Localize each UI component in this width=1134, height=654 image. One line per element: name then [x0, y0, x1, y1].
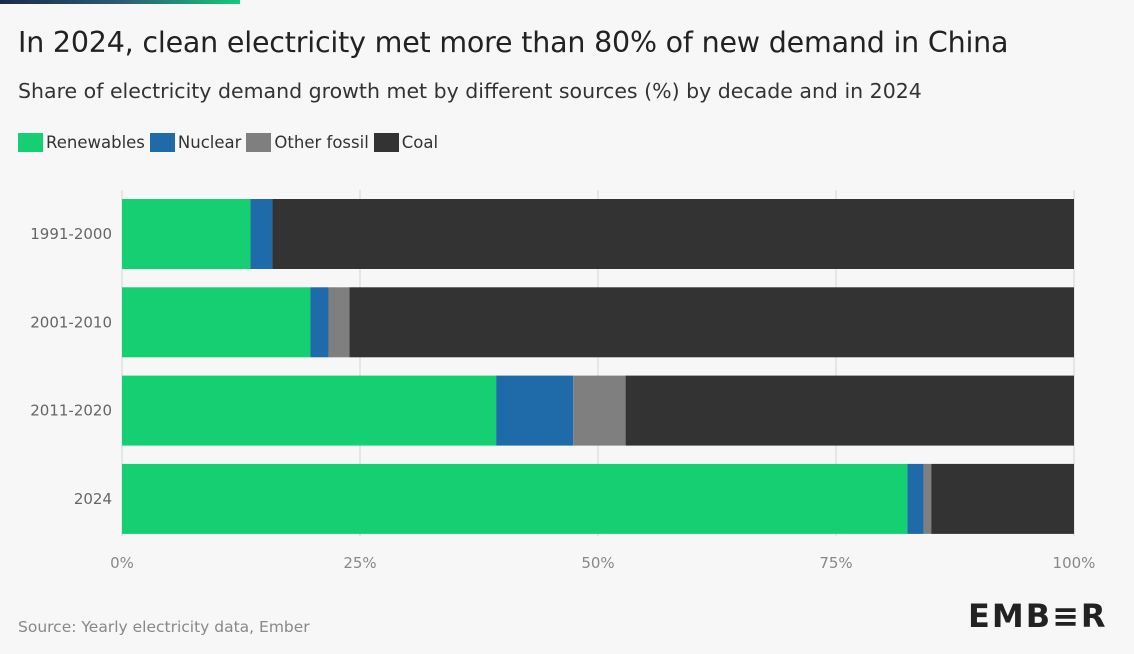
legend-swatch-coal [373, 133, 399, 152]
bar-segment-2001-2010-other-fossil [328, 287, 350, 358]
legend-label-renewables: Renewables [46, 133, 145, 152]
legend-label-nuclear: Nuclear [177, 133, 242, 152]
bar-segment-1991-2000-nuclear [250, 199, 273, 269]
bar-segment-2011-2020-other-fossil [573, 375, 626, 446]
ember-logo: EMB≡R [968, 597, 1108, 635]
legend: Renewables Nuclear Other fossil Coal [18, 133, 443, 152]
x-tick-label-0: 0% [110, 554, 134, 572]
bars [122, 199, 1074, 534]
y-category-label-2001-2010: 2001-2010 [30, 313, 112, 331]
chart-subtitle: Share of electricity demand growth met b… [18, 79, 922, 103]
x-tick-label-100: 100% [1053, 554, 1096, 572]
bar-segment-2001-2010-nuclear [310, 287, 329, 358]
legend-label-other-fossil: Other fossil [274, 133, 369, 152]
top-accent-bar [0, 0, 240, 4]
y-category-label-2024: 2024 [74, 490, 112, 508]
x-tick-label-75: 75% [819, 554, 852, 572]
bar-segment-2011-2020-coal [625, 375, 1074, 446]
source-note: Source: Yearly electricity data, Ember [18, 618, 310, 636]
legend-swatch-other-fossil [246, 133, 272, 152]
bar-segment-1991-2000-coal [272, 199, 1074, 269]
bar-segment-2001-2010-renewables [122, 287, 311, 358]
x-tick-label-25: 25% [343, 554, 376, 572]
bar-segment-2001-2010-coal [349, 287, 1074, 358]
y-category-label-1991-2000: 1991-2000 [30, 225, 112, 243]
y-category-label-2011-2020: 2011-2020 [30, 402, 112, 420]
bar-segment-2024-coal [931, 463, 1074, 534]
bar-segment-2011-2020-nuclear [496, 375, 574, 446]
legend-item-coal: Coal [373, 133, 439, 152]
legend-swatch-renewables [18, 133, 43, 152]
bar-segment-2024-renewables [122, 463, 908, 534]
x-tick-label-50: 50% [581, 554, 614, 572]
legend-label-coal: Coal [401, 133, 439, 152]
legend-item-renewables: Renewables [18, 133, 145, 152]
axis-labels: 0% 25% 50% 75% 100% 1991-2000 2001-2010 2011-20… [30, 225, 1095, 572]
legend-swatch-nuclear [149, 133, 175, 152]
legend-item-nuclear: Nuclear [149, 133, 242, 152]
stacked-bar-chart: 0% 25% 50% 75% 100% 1991-2000 2001-2010 2011-20… [30, 190, 1095, 572]
bar-segment-1991-2000-renewables [122, 199, 251, 269]
chart-title: In 2024, clean electricity met more than… [18, 26, 1009, 59]
bar-segment-2024-nuclear [907, 463, 924, 534]
bar-segment-2011-2020-renewables [122, 375, 497, 446]
legend-item-other-fossil: Other fossil [246, 133, 369, 152]
bar-segment-2024-other-fossil [923, 463, 932, 534]
